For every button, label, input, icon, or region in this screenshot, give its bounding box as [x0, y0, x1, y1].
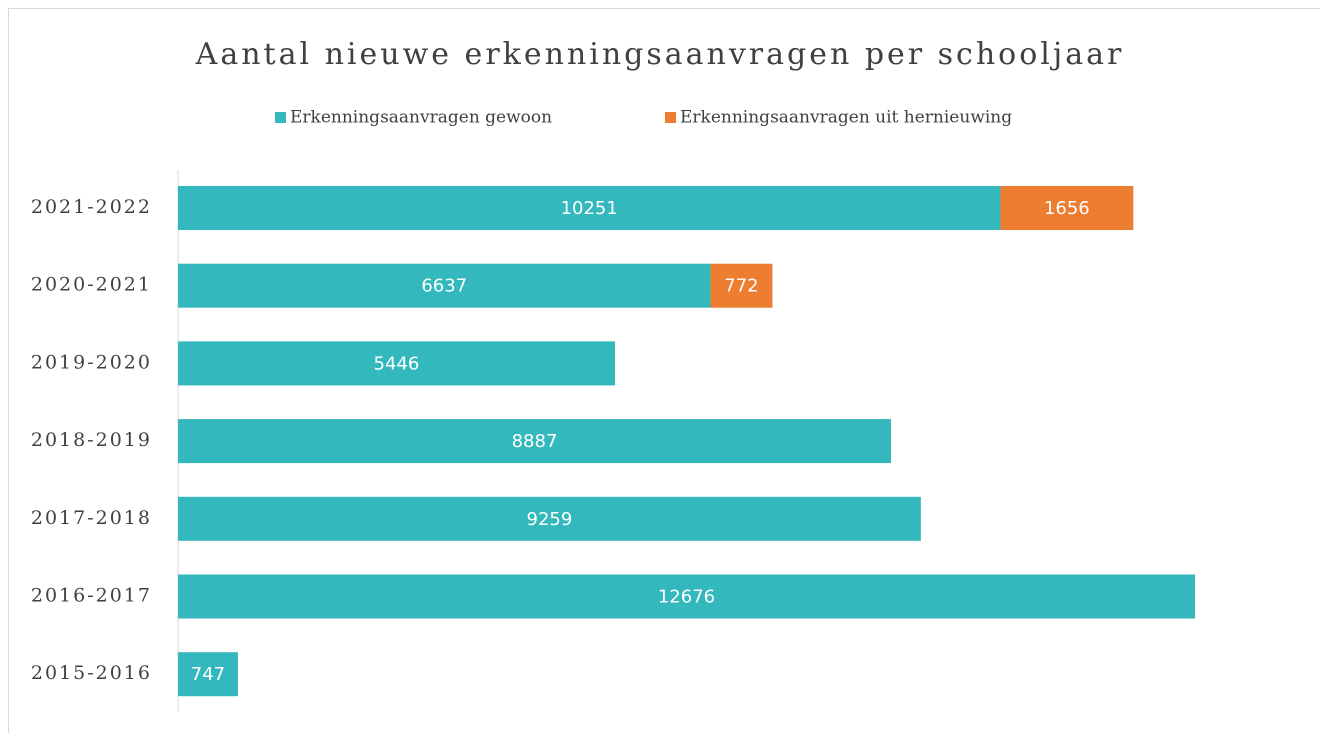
y-tick-label: 2020-2021: [31, 274, 152, 296]
y-tick-label: 2021-2022: [31, 196, 152, 218]
data-label: 747: [191, 664, 225, 685]
bar-segment: [1000, 186, 1134, 230]
bar-segment: [178, 419, 892, 464]
legend-label: Erkenningsaanvragen gewoon: [290, 108, 552, 128]
data-label: 9259: [527, 509, 573, 530]
y-tick-label: 2019-2020: [31, 351, 152, 373]
legend-label: Erkenningsaanvragen uit hernieuwing: [680, 108, 1012, 128]
data-label: 1656: [1044, 198, 1090, 219]
data-label: 6637: [421, 276, 467, 297]
bar-segment: [710, 263, 773, 308]
data-label: 10251: [561, 198, 618, 219]
data-label: 5446: [374, 353, 420, 374]
data-label: 772: [724, 276, 758, 297]
chart-title: Aantal nieuwe erkenningsaanvragen per sc…: [195, 37, 1125, 72]
legend-swatch: [665, 112, 676, 123]
bar-segment: [178, 186, 1001, 230]
y-tick-label: 2016-2017: [31, 585, 152, 607]
y-tick-label: 2018-2019: [31, 429, 152, 451]
bar-segment: [178, 263, 711, 308]
bar-segment: [178, 496, 921, 541]
bar-segment: [178, 652, 238, 697]
legend-swatch: [275, 112, 286, 123]
data-label: 8887: [512, 431, 558, 452]
data-label: 12676: [658, 587, 715, 608]
bar-segment: [178, 341, 615, 386]
y-tick-label: 2015-2016: [31, 662, 152, 684]
bar-segment: [178, 574, 1195, 619]
y-tick-label: 2017-2018: [31, 507, 152, 529]
